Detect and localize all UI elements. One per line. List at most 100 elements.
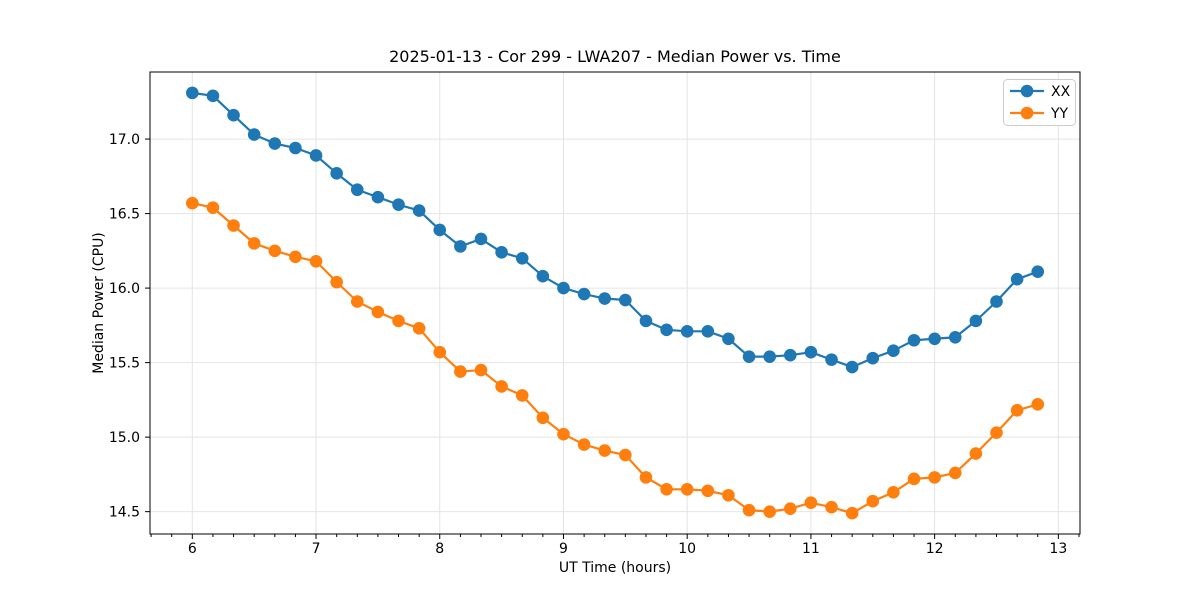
data-point-yy: [907, 472, 921, 486]
y-tick-label: 16.5: [109, 207, 140, 223]
data-point-yy: [454, 365, 467, 378]
data-point-xx: [289, 141, 302, 155]
data-point-yy: [227, 219, 240, 232]
data-point-yy: [763, 505, 776, 518]
data-point-yy: [742, 503, 756, 517]
x-tick-label: 8: [435, 541, 444, 557]
data-point-xx: [639, 314, 653, 328]
x-tick-label: 7: [312, 541, 321, 557]
data-point-yy: [845, 506, 859, 520]
grid-layer: [150, 72, 1080, 534]
data-point-yy: [412, 322, 426, 335]
data-point-xx: [619, 293, 632, 307]
x-tick-label: 11: [802, 541, 820, 557]
data-point-xx: [206, 89, 220, 103]
data-point-yy: [701, 484, 715, 498]
data-point-xx: [701, 325, 715, 338]
chart-title: 2025-01-13 - Cor 299 - LWA207 - Median P…: [389, 47, 841, 66]
tick-layer: 6 7 8 9 10 11 12 13 14.5 15.0 15.5 16.0 16.5 17.0: [109, 132, 1080, 557]
data-point-yy: [722, 488, 735, 502]
data-point-xx: [474, 232, 488, 246]
data-point-yy: [350, 295, 364, 308]
data-point-xx: [371, 190, 385, 204]
data-point-xx: [577, 287, 591, 301]
data-point-yy: [247, 237, 261, 250]
data-point-yy: [289, 250, 302, 264]
data-point-xx: [1031, 265, 1045, 279]
data-point-yy: [887, 485, 900, 499]
data-point-yy: [969, 447, 983, 460]
x-tick-label: 13: [1049, 541, 1067, 557]
data-point-yy: [928, 471, 941, 484]
plot-border: [149, 71, 1081, 535]
data-point-xx: [825, 353, 838, 366]
data-point-yy: [1031, 398, 1045, 411]
x-axis-label: UT Time (hours): [559, 560, 671, 576]
data-point-xx: [412, 204, 426, 217]
legend: XX YY: [1003, 79, 1076, 126]
data-point-yy: [619, 448, 632, 462]
data-point-yy: [268, 244, 282, 258]
series-layer: [186, 86, 1045, 520]
data-point-yy: [639, 471, 653, 484]
data-point-xx: [247, 128, 261, 141]
x-tick-label: 12: [926, 541, 944, 557]
data-point-xx: [454, 240, 467, 253]
data-point-yy: [660, 482, 673, 496]
data-point-xx: [433, 223, 447, 237]
y-tick-label: 15.5: [109, 356, 140, 372]
data-point-xx: [350, 183, 364, 197]
data-point-xx: [268, 137, 282, 150]
y-axis-label: Median Power (CPU): [91, 232, 107, 374]
data-point-yy: [825, 500, 838, 514]
data-point-xx: [598, 292, 612, 305]
data-point-xx: [928, 332, 941, 346]
data-point-xx: [660, 323, 673, 337]
data-point-xx: [804, 345, 818, 359]
data-point-yy: [515, 389, 529, 402]
data-point-yy: [557, 427, 570, 441]
data-point-xx: [722, 332, 735, 346]
data-point-xx: [330, 167, 343, 180]
data-point-yy: [495, 380, 508, 393]
data-point-xx: [948, 330, 962, 344]
data-point-yy: [783, 502, 797, 515]
data-point-xx: [742, 350, 756, 363]
data-point-xx: [887, 344, 900, 357]
data-point-xx: [557, 281, 570, 295]
data-point-yy: [577, 438, 591, 451]
data-point-xx: [186, 86, 199, 100]
data-point-yy: [330, 275, 343, 289]
data-point-xx: [783, 348, 797, 362]
data-point-xx: [495, 246, 508, 259]
data-point-yy: [186, 196, 199, 210]
y-tick-label: 15.0: [109, 430, 140, 446]
data-point-xx: [309, 149, 323, 162]
series-yy-line: [191, 202, 1039, 515]
data-point-yy: [474, 363, 488, 377]
data-point-xx: [1010, 272, 1024, 286]
data-point-xx: [536, 269, 550, 283]
data-point-yy: [392, 314, 405, 328]
data-point-yy: [948, 466, 962, 480]
data-point-xx: [907, 333, 921, 347]
data-point-yy: [309, 254, 323, 268]
legend-label-xx: XX: [1051, 84, 1071, 100]
legend-marker-yy: [1020, 106, 1034, 120]
legend-label-yy: YY: [1050, 106, 1069, 122]
data-point-yy: [433, 345, 447, 359]
data-point-yy: [536, 411, 550, 425]
x-tick-label: 10: [678, 541, 696, 557]
data-point-xx: [969, 314, 983, 328]
data-point-yy: [371, 305, 385, 319]
data-point-yy: [1010, 404, 1024, 417]
data-point-yy: [680, 482, 694, 496]
y-tick-label: 17.0: [109, 132, 140, 148]
data-point-yy: [598, 444, 612, 457]
data-point-xx: [763, 350, 776, 363]
data-point-xx: [680, 325, 694, 338]
y-tick-label: 16.0: [109, 281, 140, 297]
data-point-yy: [804, 496, 818, 510]
data-point-yy: [206, 201, 220, 214]
